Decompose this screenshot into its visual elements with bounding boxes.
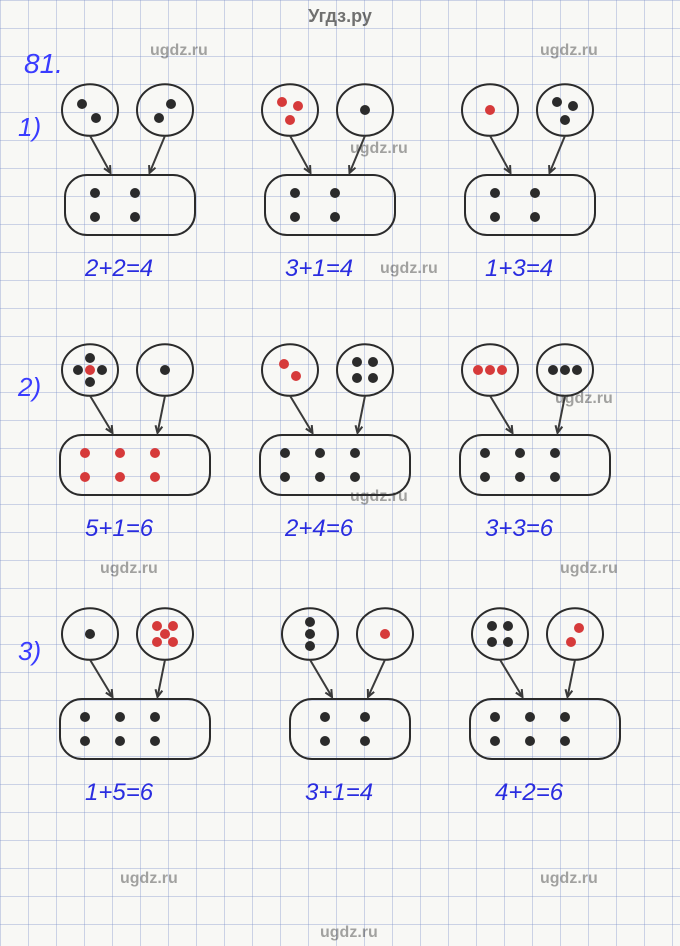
equation: 1+5=6 (85, 779, 153, 807)
equation: 5+1=6 (85, 515, 153, 543)
diagram-group (260, 340, 430, 510)
row-label: 3) (18, 636, 41, 667)
row-label: 1) (18, 112, 41, 143)
equation: 2+4=6 (285, 515, 353, 543)
diagram-group (280, 604, 450, 774)
equation: 3+3=6 (485, 515, 553, 543)
page-title: Угдз.ру (308, 6, 372, 27)
row-label: 2) (18, 372, 41, 403)
diagram-group (60, 604, 230, 774)
diagram-group (470, 604, 640, 774)
diagram-group (460, 80, 630, 250)
equation: 4+2=6 (495, 779, 563, 807)
diagram-group (460, 340, 630, 510)
diagram-group (260, 80, 430, 250)
problem-number: 81. (24, 48, 63, 80)
equation: 3+1=4 (305, 779, 373, 807)
equation: 3+1=4 (285, 255, 353, 283)
equation: 1+3=4 (485, 255, 553, 283)
equation: 2+2=4 (85, 255, 153, 283)
diagram-group (60, 80, 230, 250)
diagram-group (60, 340, 230, 510)
